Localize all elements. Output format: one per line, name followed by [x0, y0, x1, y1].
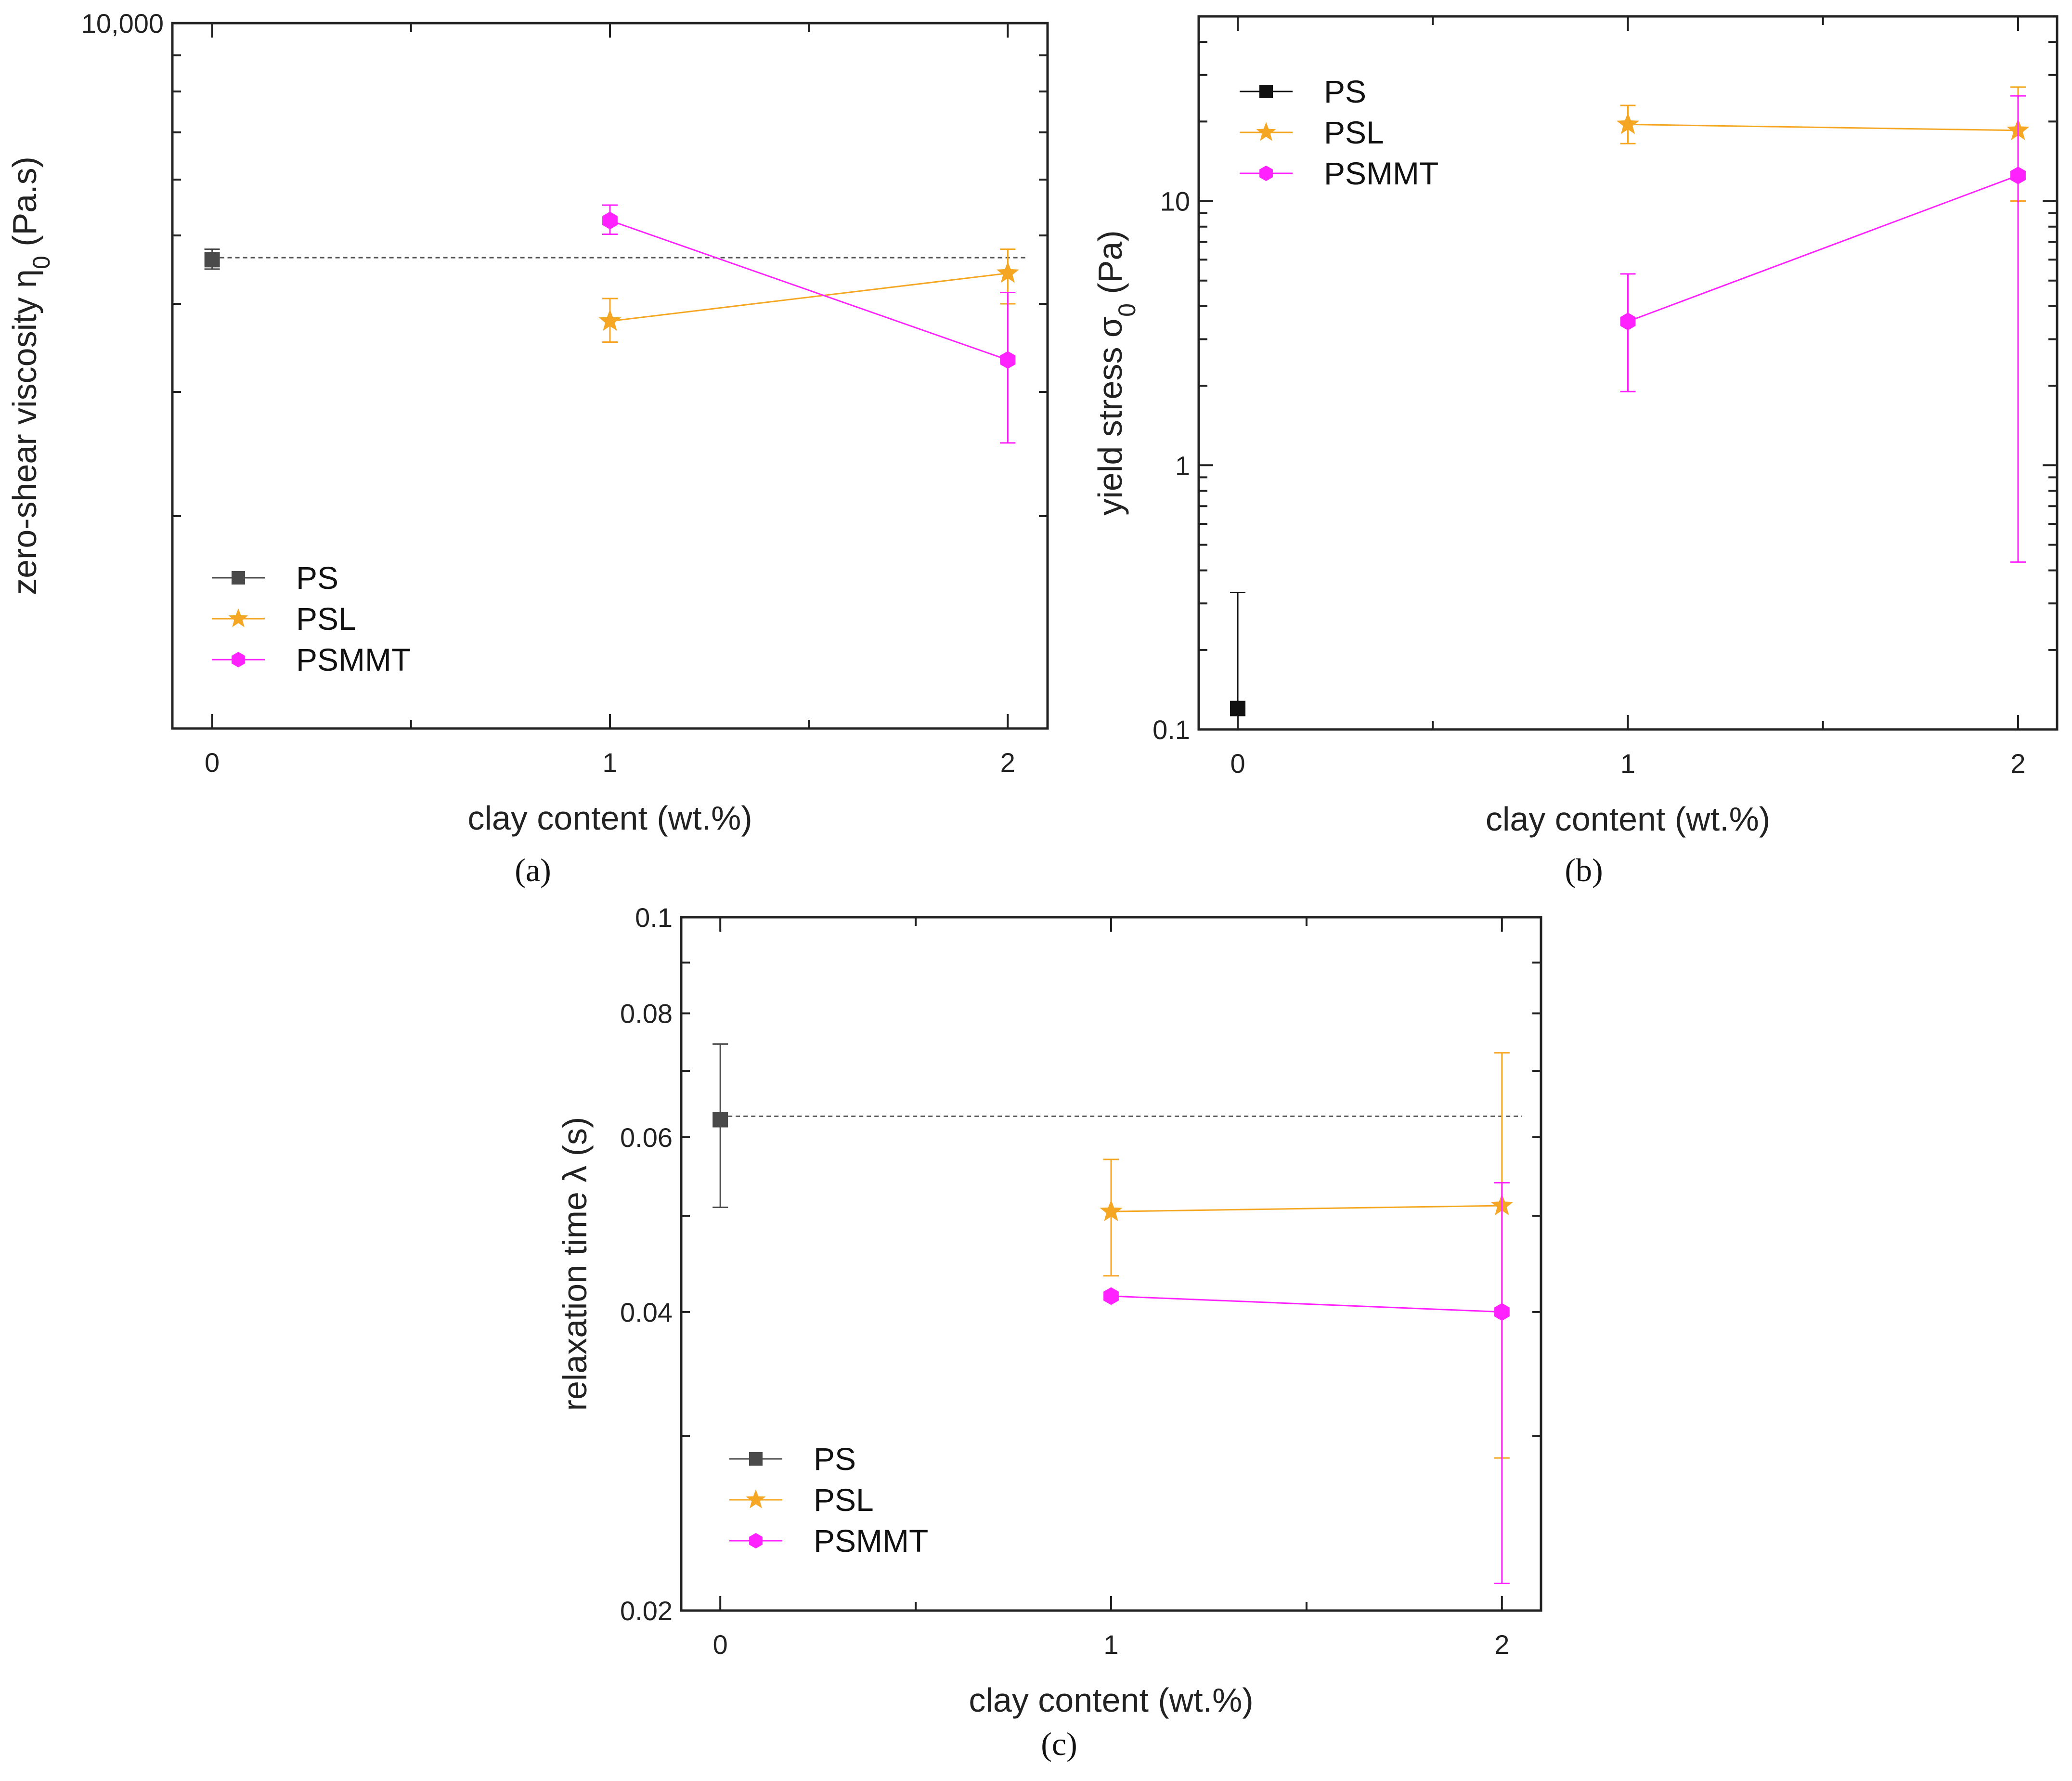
x-axis-label: clay content (wt.%)	[467, 799, 752, 837]
series-line	[1627, 174, 2019, 323]
y-axis-label-main: yield stress σ	[1091, 317, 1129, 516]
panel-label: (a)	[515, 852, 551, 888]
legend-marker	[746, 1489, 766, 1508]
y-axis-label: yield stress σ0 (Pa)	[1091, 230, 1140, 515]
data-point	[1100, 1199, 1123, 1222]
y-axis-label: relaxation time λ (s)	[556, 1117, 594, 1411]
y-tick-label: 10	[1160, 186, 1190, 217]
data-point	[2010, 167, 2026, 184]
legend: PS PSL PSMMT	[212, 560, 411, 677]
x-tick-label: 0	[1230, 748, 1245, 779]
x-tick-label: 2	[2010, 748, 2025, 779]
legend: PS PSL PSMMT	[729, 1441, 928, 1559]
legend-label: PSMMT	[1324, 156, 1438, 191]
data-point	[1620, 312, 1636, 331]
y-tick-label: 10,000	[81, 8, 164, 39]
data-point	[602, 211, 618, 230]
series-line	[609, 273, 1008, 322]
panel-label: (c)	[1041, 1726, 1077, 1762]
x-tick-label: 0	[713, 1629, 728, 1660]
legend-marker	[1256, 122, 1276, 141]
x-tick-label: 0	[205, 747, 220, 778]
data-point	[1103, 1287, 1119, 1305]
series-psmmt	[602, 204, 1016, 444]
y-tick-label: 0.02	[620, 1596, 673, 1626]
legend-label: PS	[814, 1441, 856, 1477]
legend-label: PSMMT	[296, 642, 411, 677]
legend-marker	[228, 608, 248, 627]
x-tick-label: 1	[1620, 748, 1635, 779]
legend-marker	[232, 571, 245, 585]
panel-label: (b)	[1565, 852, 1603, 888]
chart-panel-3: 0 1 2 0.02 0.04 0.06 0.08 0.1 clay content (wt.%…	[556, 902, 1542, 1762]
data-point	[1230, 701, 1246, 716]
legend-marker	[749, 1452, 763, 1466]
series-ps	[1230, 591, 1246, 716]
series-line	[1628, 123, 2019, 131]
legend: PS PSL PSMMT	[1240, 74, 1438, 191]
data-point	[598, 309, 622, 331]
data-point	[204, 252, 220, 268]
legend-label: PSL	[296, 601, 356, 637]
series-ps	[712, 1043, 1522, 1208]
series-psl	[598, 248, 1019, 343]
legend-label: PSMMT	[814, 1523, 928, 1559]
legend-label: PS	[296, 560, 338, 596]
series-line	[1111, 1295, 1502, 1313]
y-axis-label-unit: (Pa.s)	[6, 156, 43, 256]
legend-label: PS	[1324, 74, 1366, 109]
y-axis-label-unit: (Pa)	[1091, 230, 1129, 303]
y-tick-label: 0.06	[620, 1122, 673, 1153]
data-point	[1616, 112, 1640, 134]
y-tick-label: 0.08	[620, 999, 673, 1029]
series-ps	[204, 248, 1028, 270]
data-point	[1000, 351, 1016, 369]
y-tick-label: 0.1	[635, 902, 673, 933]
chart-panel-2: 0 1 2 0.1 1 10 clay content (wt.%) yield stress…	[1091, 15, 2059, 888]
legend-label: PSL	[814, 1482, 874, 1518]
x-tick-label: 1	[1103, 1629, 1118, 1660]
legend-label: PSL	[1324, 115, 1384, 150]
series-psmmt	[1103, 1182, 1510, 1585]
series-line	[609, 220, 1008, 361]
y-axis-label-sub: 0	[28, 256, 55, 269]
y-axis-label-sub: 0	[1114, 303, 1140, 317]
y-axis-label-main: zero-shear viscosity η	[6, 269, 43, 595]
series-line	[1111, 1205, 1502, 1212]
y-axis-label: zero-shear viscosity η0 (Pa.s)	[6, 156, 55, 595]
x-tick-label: 1	[602, 747, 617, 778]
legend-marker	[1259, 165, 1273, 182]
x-axis-label: clay content (wt.%)	[1486, 800, 1770, 838]
data-point	[712, 1112, 728, 1128]
series-psl	[1100, 1052, 1514, 1459]
series-psmmt	[1620, 95, 2026, 563]
y-tick-label: 0.04	[620, 1297, 673, 1327]
legend-marker	[232, 651, 245, 668]
legend-marker	[1259, 85, 1273, 98]
y-tick-label: 0.1	[1153, 715, 1190, 745]
y-axis-label-main: relaxation time λ (s)	[556, 1117, 594, 1411]
x-tick-label: 2	[1000, 747, 1015, 778]
legend-marker	[749, 1533, 763, 1549]
series-psl	[1616, 86, 2030, 202]
x-axis-label: clay content (wt.%)	[969, 1681, 1253, 1719]
data-point	[1494, 1303, 1510, 1321]
chart-panel-1: 0 1 2 10,000 clay content (wt.%) zero-shear v…	[6, 8, 1049, 888]
data-point	[996, 261, 1019, 283]
y-tick-label: 1	[1175, 450, 1190, 481]
x-tick-label: 2	[1494, 1629, 1509, 1660]
